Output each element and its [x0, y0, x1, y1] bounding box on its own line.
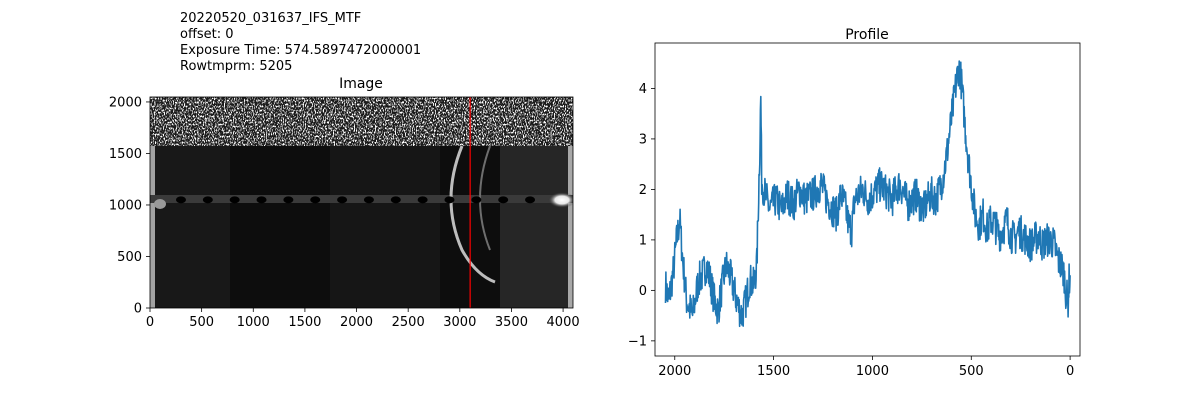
trace-gap: [175, 196, 186, 204]
trace-gap: [525, 196, 536, 204]
profile-y-tick-label: 3: [639, 132, 647, 147]
image-x-tick-label: 500: [189, 315, 214, 330]
image-axis-ticks: 0 500 1000 1500 2000 2500 3000 3500 4000 0 500 1000…: [109, 95, 580, 330]
bright-spot: [548, 192, 573, 208]
profile-plot-area: [664, 60, 1071, 328]
image-x-tick-label: 2000: [340, 315, 373, 330]
profile-x-tick-label: 0: [1066, 364, 1074, 379]
profile-y-tick-label: 0: [639, 284, 647, 299]
profile-axis-ticks: 2000 1500 1000 500 0 −1 0 1 2 3 4: [628, 82, 1074, 379]
image-title: Image: [339, 76, 383, 92]
profile-x-tick-label: 2000: [658, 364, 691, 379]
profile-x-tick-label: 1500: [757, 364, 790, 379]
faint-spot: [154, 199, 166, 209]
image-panel: Image 0 500 1000 1500 2000 2500 3000 3500 4000 0 5…: [109, 76, 580, 330]
profile-y-tick-label: 4: [639, 82, 647, 97]
image-x-tick-label: 0: [146, 315, 154, 330]
trace-gap: [202, 196, 213, 204]
dim-region-left: [150, 146, 230, 308]
dim-region-mid: [330, 146, 440, 308]
spectral-arc-bright: [449, 145, 496, 284]
trace-gap: [417, 196, 428, 204]
image-y-tick-label: 0: [134, 302, 142, 317]
profile-x-tick-label: 500: [959, 364, 984, 379]
image-x-tick-label: 3500: [495, 315, 528, 330]
image-y-tick-label: 1500: [109, 147, 142, 162]
image-pixels: [150, 97, 573, 308]
profile-y-tick-label: −1: [628, 334, 647, 349]
header-exposure-time: Exposure Time: 574.5897472000001: [180, 43, 422, 58]
profile-x-tick-label: 1000: [856, 364, 889, 379]
bright-region-right: [500, 146, 573, 308]
image-frame: [149, 96, 574, 309]
image-y-tick-label: 500: [117, 250, 142, 265]
trace-gap: [444, 196, 455, 204]
image-x-tick-label: 1000: [237, 315, 270, 330]
image-y-tick-label: 1000: [109, 198, 142, 213]
trace-gap: [256, 196, 267, 204]
trace-band: [150, 195, 573, 203]
image-x-tick-label: 4000: [547, 315, 580, 330]
trace-gap: [310, 196, 321, 204]
noisy-top-speckle: [150, 97, 573, 146]
profile-frame: [654, 42, 1081, 357]
profile-y-tick-label: 2: [639, 183, 647, 198]
trace-gap: [363, 196, 374, 204]
noisy-edge-speckle-right: [568, 146, 573, 308]
profile-title: Profile: [845, 27, 889, 43]
header-run-id: 20220520_031637_IFS_MTF: [180, 11, 362, 26]
header-rowtmprm: Rowtmprm: 5205: [180, 59, 293, 74]
profile-panel: Profile 2000 1500 1000 500 0 −1 0 1 2 3 4: [628, 27, 1081, 379]
image-x-tick-label: 2500: [392, 315, 425, 330]
figure-header: 20220520_031637_IFS_MTF offset: 0 Exposu…: [180, 11, 421, 75]
image-x-tick-label: 1500: [288, 315, 321, 330]
profile-y-tick-label: 1: [639, 233, 647, 248]
trace-gap: [337, 196, 348, 204]
trace-gap: [471, 196, 482, 204]
profile-series-line: [664, 60, 1071, 328]
trace-gap: [229, 196, 240, 204]
trace-gap: [390, 196, 401, 204]
image-y-tick-label: 2000: [109, 95, 142, 110]
image-x-tick-label: 3000: [443, 315, 476, 330]
trace-gap: [498, 196, 509, 204]
trace-gap: [283, 196, 294, 204]
noisy-edge-speckle-left: [150, 146, 155, 308]
header-offset: offset: 0: [180, 27, 234, 42]
